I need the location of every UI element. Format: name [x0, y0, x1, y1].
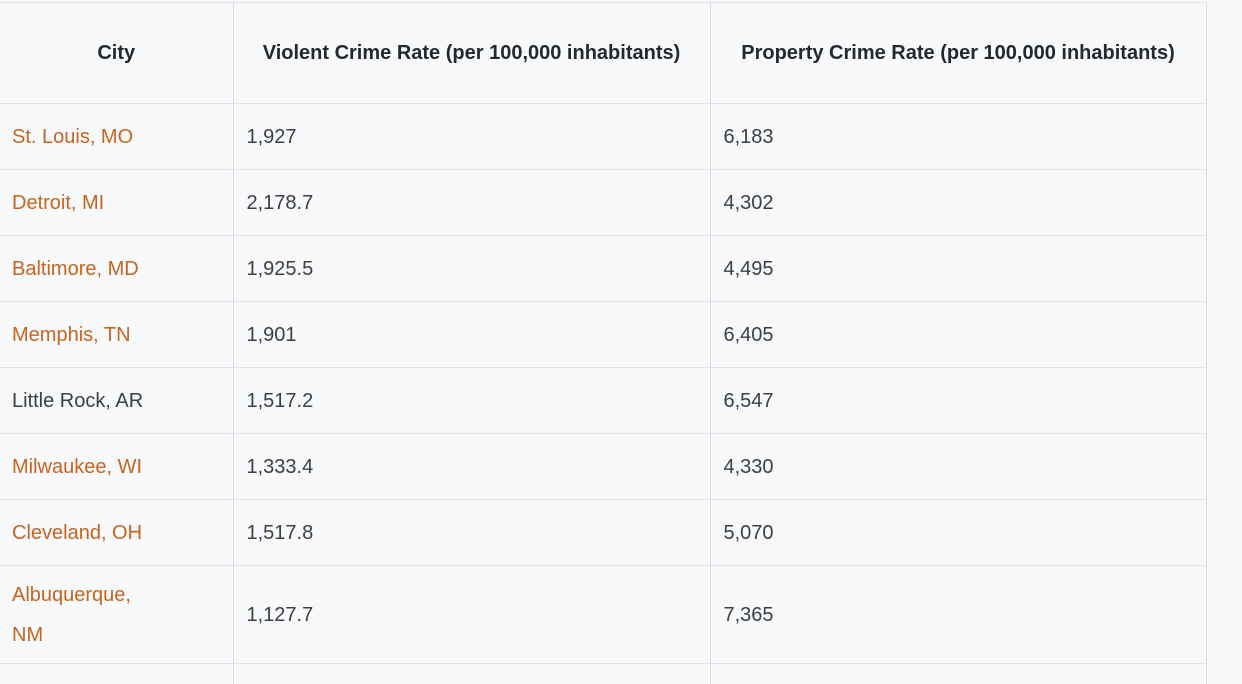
city-cell: Little Rock, AR	[0, 367, 234, 434]
city-link[interactable]: Detroit, MI	[12, 191, 105, 214]
header-row: City Violent Crime Rate (per 100,000 inh…	[0, 2, 1207, 104]
property-rate-cell: 6,183	[710, 103, 1207, 170]
property-rate-cell: 5,070	[710, 499, 1207, 566]
violent-rate-cell: 1,333.4	[233, 433, 711, 500]
violent-rate-cell: 1,901	[233, 301, 711, 368]
crime-rates-table: City Violent Crime Rate (per 100,000 inh…	[0, 2, 1207, 684]
violent-rate-cell: 1,517.2	[233, 367, 711, 434]
property-rate-cell: 4,330	[710, 433, 1207, 500]
property-rate-cell: 6,547	[710, 367, 1207, 434]
table-row: Little Rock, AR 1,517.2 6,547	[0, 367, 1207, 434]
table-row: St. Louis, MO 1,927 6,183	[0, 103, 1207, 170]
violent-rate-cell: 2,178.7	[233, 169, 711, 236]
column-header-property-crime-rate: Property Crime Rate (per 100,000 inhabit…	[710, 2, 1207, 104]
table-row: Detroit, MI 2,178.7 4,302	[0, 169, 1207, 236]
city-cell: Cleveland, OH	[0, 499, 234, 566]
city-cell: Albuquerque, NM	[0, 565, 234, 664]
property-rate-cell: 6,405	[710, 301, 1207, 368]
table-row: Cleveland, OH 1,517.8 5,070	[0, 499, 1207, 566]
column-header-city: City	[0, 2, 234, 104]
city-link[interactable]: Memphis, TN	[12, 323, 131, 346]
violent-rate-cell: 1,925.5	[233, 235, 711, 302]
city-cell: Milwaukee, WI	[0, 433, 234, 500]
table-body: St. Louis, MO 1,927 6,183 Detroit, MI 2,…	[0, 103, 1207, 684]
city-link[interactable]: Milwaukee, WI	[12, 455, 143, 478]
property-rate-cell	[710, 663, 1207, 684]
column-header-violent-crime-rate: Violent Crime Rate (per 100,000 inhabita…	[233, 2, 711, 104]
city-link[interactable]: Albuquerque, NM	[12, 583, 131, 646]
table-row: Albuquerque, NM 1,127.7 7,365	[0, 565, 1207, 664]
city-link[interactable]: Baltimore, MD	[12, 257, 139, 280]
violent-rate-cell	[233, 663, 711, 684]
property-rate-cell: 4,302	[710, 169, 1207, 236]
city-link[interactable]: St. Louis, MO	[12, 125, 134, 148]
table-row: Memphis, TN 1,901 6,405	[0, 301, 1207, 368]
violent-rate-cell: 1,517.8	[233, 499, 711, 566]
city-cell: Baltimore, MD	[0, 235, 234, 302]
city-cell: St. Louis, MO	[0, 103, 234, 170]
property-rate-cell: 7,365	[710, 565, 1207, 664]
city-link[interactable]: Cleveland, OH	[12, 521, 143, 544]
city-cell: Memphis, TN	[0, 301, 234, 368]
city-cell	[0, 663, 234, 684]
table-row: Milwaukee, WI 1,333.4 4,330	[0, 433, 1207, 500]
city-plain-text: Little Rock, AR	[12, 389, 144, 412]
table-header: City Violent Crime Rate (per 100,000 inh…	[0, 2, 1207, 104]
violent-rate-cell: 1,927	[233, 103, 711, 170]
violent-rate-cell: 1,127.7	[233, 565, 711, 664]
table-row: Baltimore, MD 1,925.5 4,495	[0, 235, 1207, 302]
table-row-partial	[0, 663, 1207, 684]
property-rate-cell: 4,495	[710, 235, 1207, 302]
city-cell: Detroit, MI	[0, 169, 234, 236]
